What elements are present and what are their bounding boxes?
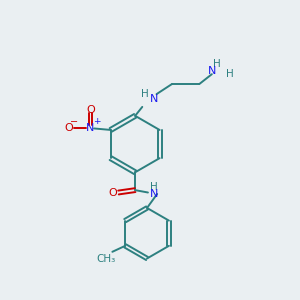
Text: N: N <box>150 189 158 199</box>
Text: O: O <box>108 188 117 197</box>
Text: N: N <box>208 66 217 76</box>
Text: −: − <box>70 117 78 127</box>
Text: O: O <box>86 105 95 115</box>
Text: N: N <box>86 124 95 134</box>
Text: H: H <box>226 69 233 79</box>
Text: +: + <box>93 117 101 126</box>
Text: H: H <box>213 59 221 69</box>
Text: N: N <box>149 94 158 104</box>
Text: H: H <box>150 182 158 192</box>
Text: H: H <box>141 89 149 99</box>
Text: O: O <box>65 124 74 134</box>
Text: CH₃: CH₃ <box>96 254 116 264</box>
